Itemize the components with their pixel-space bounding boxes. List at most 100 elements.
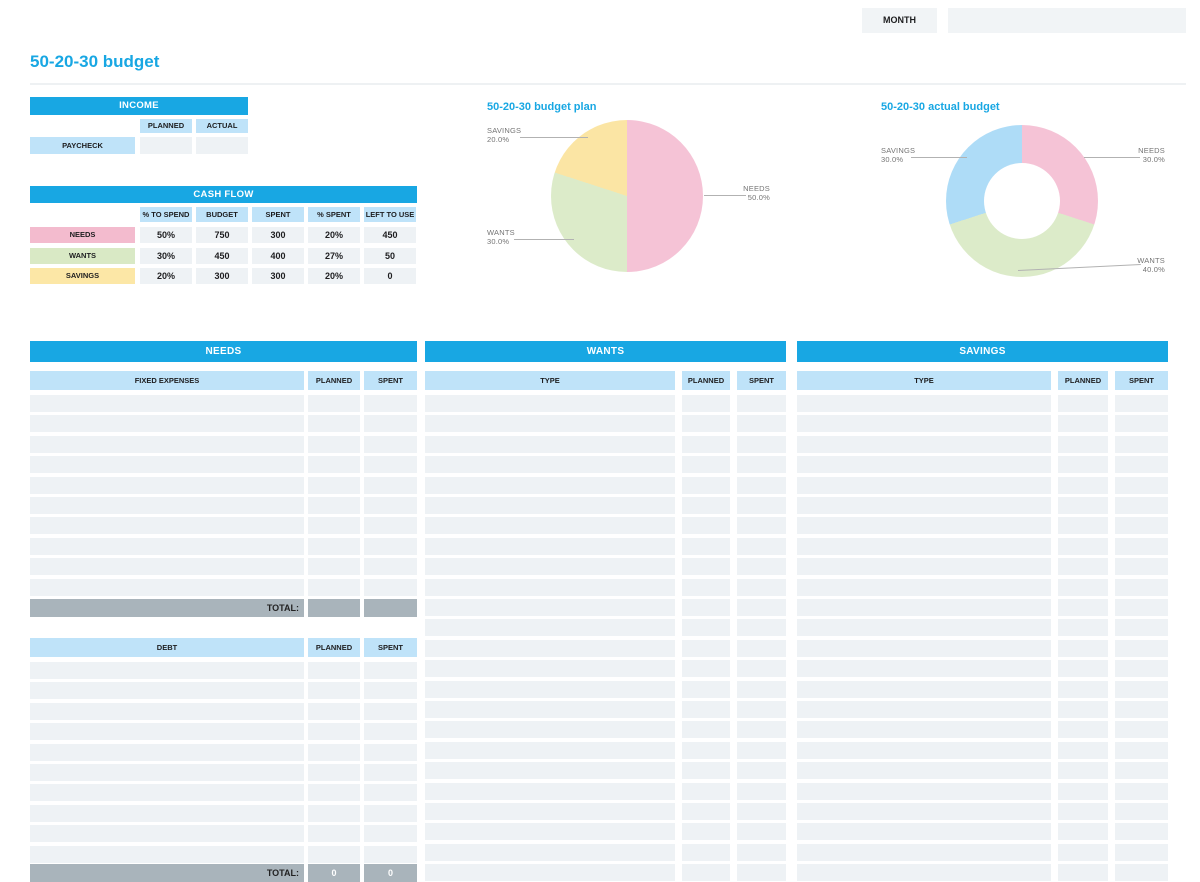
empty-cell[interactable] [425,538,675,555]
empty-cell[interactable] [308,825,360,842]
empty-cell[interactable] [682,456,730,473]
empty-cell[interactable] [308,744,360,761]
empty-cell[interactable] [364,579,417,596]
empty-cell[interactable] [364,682,417,699]
empty-cell[interactable] [682,558,730,575]
empty-cell[interactable] [737,742,786,759]
empty-cell[interactable] [1058,456,1108,473]
empty-cell[interactable] [1115,497,1168,514]
empty-cell[interactable] [425,517,675,534]
empty-cell[interactable] [797,783,1051,800]
empty-cell[interactable] [737,558,786,575]
empty-cell[interactable] [364,805,417,822]
empty-cell[interactable] [30,682,304,699]
empty-cell[interactable] [1115,477,1168,494]
empty-cell[interactable] [364,764,417,781]
empty-cell[interactable] [308,558,360,575]
empty-cell[interactable] [737,456,786,473]
empty-cell[interactable] [1115,803,1168,820]
empty-cell[interactable] [1115,783,1168,800]
empty-cell[interactable] [308,764,360,781]
cash-flow-cell[interactable]: 450 [196,248,248,264]
empty-cell[interactable] [425,823,675,840]
empty-cell[interactable] [1115,742,1168,759]
empty-cell[interactable] [425,497,675,514]
empty-cell[interactable] [797,599,1051,616]
cash-flow-cell[interactable]: 20% [308,268,360,284]
empty-cell[interactable] [1115,823,1168,840]
empty-cell[interactable] [30,846,304,863]
empty-cell[interactable] [737,497,786,514]
empty-cell[interactable] [737,803,786,820]
empty-cell[interactable] [1058,497,1108,514]
empty-cell[interactable] [364,558,417,575]
empty-cell[interactable] [364,723,417,740]
empty-cell[interactable] [737,579,786,596]
empty-cell[interactable] [425,579,675,596]
empty-cell[interactable] [797,640,1051,657]
empty-cell[interactable] [308,579,360,596]
month-input[interactable] [948,8,1186,33]
cash-flow-cell[interactable]: 20% [140,268,192,284]
empty-cell[interactable] [737,619,786,636]
empty-cell[interactable] [30,744,304,761]
empty-cell[interactable] [364,395,417,412]
empty-cell[interactable] [797,803,1051,820]
empty-cell[interactable] [364,662,417,679]
empty-cell[interactable] [682,538,730,555]
empty-cell[interactable] [682,762,730,779]
empty-cell[interactable] [364,538,417,555]
empty-cell[interactable] [682,640,730,657]
empty-cell[interactable] [1115,538,1168,555]
empty-cell[interactable] [797,844,1051,861]
empty-cell[interactable] [30,395,304,412]
paycheck-actual-cell[interactable] [196,137,248,154]
empty-cell[interactable] [1058,579,1108,596]
cash-flow-cell[interactable]: 50 [364,248,416,264]
empty-cell[interactable] [30,497,304,514]
empty-cell[interactable] [364,784,417,801]
paycheck-planned-cell[interactable] [140,137,192,154]
empty-cell[interactable] [682,599,730,616]
empty-cell[interactable] [308,415,360,432]
empty-cell[interactable] [30,662,304,679]
empty-cell[interactable] [425,640,675,657]
empty-cell[interactable] [30,805,304,822]
empty-cell[interactable] [737,783,786,800]
empty-cell[interactable] [797,823,1051,840]
empty-cell[interactable] [30,703,304,720]
cash-flow-cell[interactable]: 300 [252,268,304,284]
empty-cell[interactable] [797,477,1051,494]
empty-cell[interactable] [1115,436,1168,453]
empty-cell[interactable] [797,517,1051,534]
empty-cell[interactable] [1115,579,1168,596]
empty-cell[interactable] [797,721,1051,738]
empty-cell[interactable] [737,477,786,494]
empty-cell[interactable] [1058,436,1108,453]
empty-cell[interactable] [737,762,786,779]
empty-cell[interactable] [30,456,304,473]
empty-cell[interactable] [682,619,730,636]
empty-cell[interactable] [364,436,417,453]
empty-cell[interactable] [1115,844,1168,861]
empty-cell[interactable] [1115,681,1168,698]
empty-cell[interactable] [1058,844,1108,861]
empty-cell[interactable] [682,579,730,596]
empty-cell[interactable] [308,703,360,720]
empty-cell[interactable] [308,436,360,453]
empty-cell[interactable] [425,558,675,575]
empty-cell[interactable] [1058,599,1108,616]
empty-cell[interactable] [1058,803,1108,820]
empty-cell[interactable] [308,682,360,699]
cash-flow-cell[interactable]: 20% [308,227,360,243]
empty-cell[interactable] [425,844,675,861]
empty-cell[interactable] [308,517,360,534]
empty-cell[interactable] [682,701,730,718]
empty-cell[interactable] [682,681,730,698]
empty-cell[interactable] [682,436,730,453]
empty-cell[interactable] [797,395,1051,412]
empty-cell[interactable] [737,538,786,555]
empty-cell[interactable] [737,660,786,677]
empty-cell[interactable] [364,497,417,514]
empty-cell[interactable] [308,477,360,494]
